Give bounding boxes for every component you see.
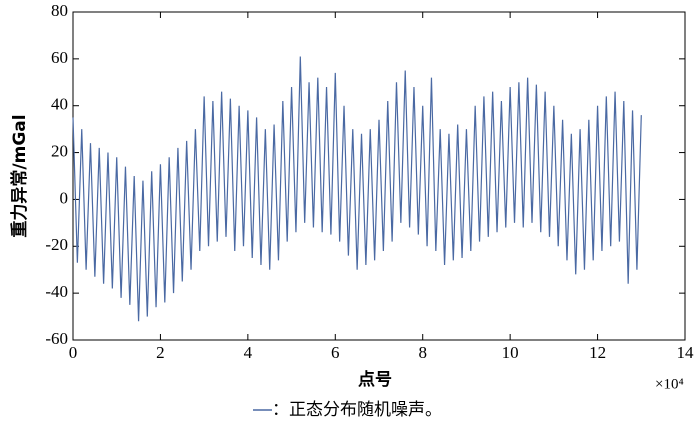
x-tick-label: 10	[502, 343, 519, 362]
x-tick-label: 6	[331, 343, 340, 362]
x-multiplier: ×10⁴	[655, 376, 684, 392]
series-line	[72, 56, 642, 322]
x-tick-label: 0	[69, 343, 78, 362]
x-tick-label: 12	[589, 343, 606, 362]
y-tick-label: 40	[51, 95, 68, 114]
x-tick-label: 4	[244, 343, 253, 362]
y-tick-label: 20	[51, 141, 68, 160]
y-tick-label: -40	[45, 282, 68, 301]
x-tick-label: 8	[418, 343, 427, 362]
y-tick-label: -20	[45, 235, 68, 254]
y-axis-label: 重力异常/mGal	[9, 114, 30, 237]
y-tick-label: -60	[45, 329, 68, 348]
legend-label: ：正态分布随机噪声。	[272, 400, 442, 420]
y-tick-label: 80	[51, 1, 68, 20]
y-tick-label: 60	[51, 48, 68, 67]
x-tick-label: 2	[156, 343, 165, 362]
x-axis-label: 点号	[358, 369, 392, 390]
plot-frame	[72, 11, 686, 341]
x-tick-label: 14	[677, 343, 695, 362]
y-tick-label: 0	[60, 188, 69, 207]
